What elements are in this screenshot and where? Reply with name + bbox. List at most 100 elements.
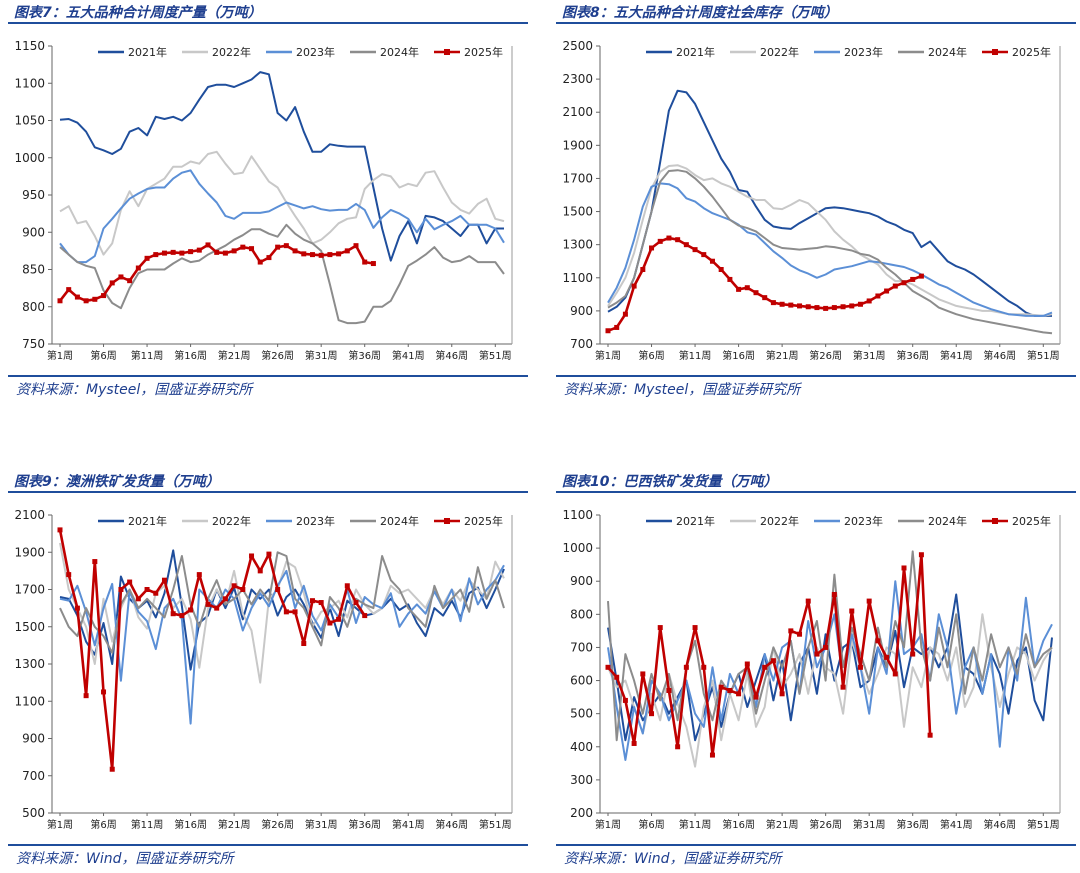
series-point-2025 (701, 664, 707, 670)
y-tick-label: 1000 (562, 541, 593, 555)
series-point-2025 (631, 283, 637, 289)
x-tick-label: 第51周 (479, 818, 512, 831)
series-point-2025 (309, 598, 315, 604)
legend-label: 2022年 (212, 45, 251, 59)
series-point-2025 (205, 242, 211, 248)
top-rule (556, 491, 1076, 493)
series-point-2025 (275, 244, 281, 250)
series-point-2025 (866, 298, 872, 304)
series-point-2025 (727, 276, 733, 282)
chart-panel-australia: 图表9：澳洲铁矿发货量（万吨） 500 700 900 1100 1300 1500 170… (0, 469, 532, 873)
legend-label: 2021年 (676, 45, 715, 59)
series-point-2025 (144, 587, 150, 592)
series-line-2021 (59, 549, 505, 671)
series-point-2025 (327, 620, 333, 626)
legend-marker (992, 49, 998, 55)
y-tick-label: 2100 (14, 508, 45, 522)
y-tick-label: 1700 (562, 171, 593, 185)
x-tick-label: 第46周 (435, 818, 468, 831)
series-point-2025 (709, 258, 715, 264)
series-point-2025 (614, 324, 620, 330)
series-point-2025 (222, 250, 228, 256)
series-point-2025 (849, 608, 855, 614)
series-line-2025 (607, 236, 922, 333)
series-point-2025 (74, 605, 80, 611)
y-tick-label: 850 (22, 263, 45, 277)
x-tick-label: 第11周 (679, 349, 712, 362)
legend-marker (444, 518, 450, 524)
series-point-2025 (840, 304, 846, 310)
y-tick-label: 1000 (14, 151, 45, 165)
series-line-2025 (58, 529, 366, 771)
legend-label: 2025年 (1012, 514, 1051, 528)
series-point-2025 (649, 711, 655, 717)
series-point-2025 (849, 303, 855, 309)
x-tick-label: 第31周 (853, 349, 886, 362)
x-tick-label: 第36周 (348, 349, 381, 362)
legend-label: 2025年 (464, 514, 503, 528)
series-line-2022 (59, 150, 505, 256)
x-tick-label: 第41周 (940, 818, 973, 831)
series-point-2025 (892, 283, 898, 289)
series-point-2025 (927, 732, 933, 738)
series-point-2025 (727, 687, 733, 693)
series-point-2025 (884, 654, 890, 660)
y-tick-label: 1050 (14, 114, 45, 128)
x-tick-label: 第21周 (218, 349, 251, 362)
x-tick-label: 第26周 (809, 349, 842, 362)
y-tick-label: 900 (570, 304, 593, 318)
y-tick-label: 2100 (562, 105, 593, 119)
series-point-2025 (275, 587, 281, 592)
series-point-2025 (797, 303, 803, 309)
series-point-2025 (153, 252, 159, 258)
series-point-2025 (283, 609, 289, 615)
series-point-2025 (257, 259, 263, 265)
series-point-2025 (701, 252, 707, 258)
y-tick-label: 800 (22, 300, 45, 314)
series-point-2025 (831, 305, 837, 311)
y-tick-label: 500 (570, 707, 593, 721)
chart-panel-brazil: 图表10：巴西铁矿发货量（万吨） 200 300 400 500 600 700 800 90… (548, 469, 1080, 873)
chart-panel-inventory: 图表8：五大品种合计周度社会库存（万吨） 700 900 1100 1300 1500 1… (548, 0, 1080, 404)
series-point-2025 (640, 267, 646, 272)
series-point-2025 (231, 583, 237, 589)
series-point-2025 (779, 691, 785, 697)
legend-label: 2021年 (128, 514, 167, 528)
series-point-2025 (683, 242, 689, 248)
x-tick-label: 第11周 (131, 349, 164, 362)
legend-label: 2022年 (760, 514, 799, 528)
legend-label: 2021年 (676, 514, 715, 528)
y-tick-label: 1500 (14, 620, 45, 634)
series-point-2025 (805, 304, 811, 310)
series-point-2025 (631, 740, 637, 746)
y-tick-label: 1100 (14, 694, 45, 708)
series-point-2025 (249, 553, 255, 559)
x-tick-label: 第11周 (131, 818, 164, 831)
x-tick-label: 第31周 (305, 349, 338, 362)
y-tick-label: 700 (570, 337, 593, 351)
series-point-2025 (66, 287, 72, 293)
series-point-2025 (240, 244, 246, 250)
series-point-2025 (161, 250, 167, 256)
series-point-2025 (736, 286, 742, 292)
series-point-2025 (875, 293, 881, 299)
series-point-2025 (109, 766, 115, 772)
series-point-2025 (788, 628, 794, 634)
series-point-2025 (344, 248, 350, 254)
legend-label: 2025年 (464, 45, 503, 59)
series-point-2025 (83, 693, 89, 699)
series-point-2025 (179, 250, 185, 256)
series-point-2025 (718, 267, 724, 272)
series-point-2025 (222, 596, 228, 602)
chart-title: 图表7：五大品种合计周度产量（万吨） (14, 5, 262, 21)
series-point-2025 (622, 697, 628, 703)
series-line-2023 (607, 182, 1053, 317)
series-point-2025 (866, 598, 872, 604)
series-point-2025 (353, 600, 359, 606)
y-tick-label: 1300 (562, 238, 593, 252)
series-line-2024 (59, 223, 505, 325)
y-tick-label: 1500 (562, 205, 593, 219)
y-tick-label: 1100 (562, 508, 593, 522)
series-line-2023 (59, 169, 505, 264)
series-point-2025 (805, 598, 811, 604)
